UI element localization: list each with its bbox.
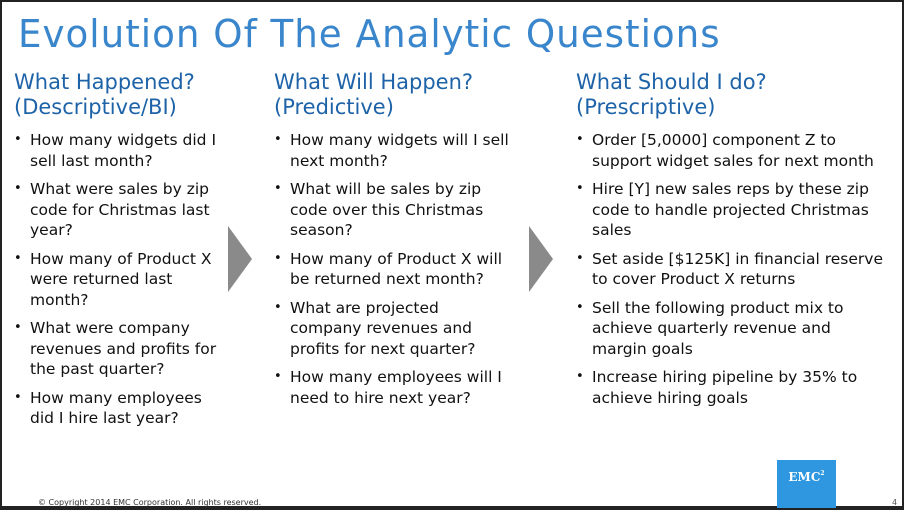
- list-item: What are projected company revenues and …: [274, 298, 514, 360]
- column-heading: What Should I do? (Prescriptive): [576, 70, 767, 119]
- column-heading: What Will Happen? (Predictive): [274, 70, 474, 119]
- list-item: How many widgets did I sell last month?: [14, 130, 229, 171]
- list-item: Order [5,0000] component Z to support wi…: [576, 130, 886, 171]
- list-item: Set aside [$125K] in financial reserve t…: [576, 249, 886, 290]
- bullet-list: How many widgets will I sell next month?…: [274, 130, 514, 408]
- logo-text: EMC: [788, 470, 821, 484]
- bullet-list: How many widgets did I sell last month? …: [14, 130, 229, 429]
- column-descriptive: What Happened? (Descriptive/BI) How many…: [14, 70, 229, 437]
- list-item: How many employees did I hire last year?: [14, 388, 229, 429]
- list-item: How many widgets will I sell next month?: [274, 130, 514, 171]
- column-predictive: What Will Happen? (Predictive) How many …: [274, 70, 514, 416]
- logo-sup: 2: [820, 470, 825, 477]
- column-heading: What Happened? (Descriptive/BI): [14, 70, 195, 119]
- list-item: What were company revenues and profits f…: [14, 318, 229, 380]
- bullet-list: Order [5,0000] component Z to support wi…: [576, 130, 886, 408]
- list-item: Hire [Y] new sales reps by these zip cod…: [576, 179, 886, 241]
- list-item: Increase hiring pipeline by 35% to achie…: [576, 367, 886, 408]
- arrow-right-icon: [228, 226, 252, 292]
- slide-title: Evolution Of The Analytic Questions: [18, 12, 721, 56]
- list-item: Sell the following product mix to achiev…: [576, 298, 886, 360]
- column-prescriptive: What Should I do? (Prescriptive) Order […: [576, 70, 886, 416]
- list-item: What were sales by zip code for Christma…: [14, 179, 229, 241]
- list-item: What will be sales by zip code over this…: [274, 179, 514, 241]
- arrow-right-icon: [529, 226, 553, 292]
- list-item: How many of Product X will be returned n…: [274, 249, 514, 290]
- page-number: 4: [892, 498, 898, 507]
- list-item: How many employees will I need to hire n…: [274, 367, 514, 408]
- emc-logo: EMC 2: [777, 460, 836, 508]
- list-item: How many of Product X were returned last…: [14, 249, 229, 311]
- copyright-text: © Copyright 2014 EMC Corporation. All ri…: [38, 498, 262, 507]
